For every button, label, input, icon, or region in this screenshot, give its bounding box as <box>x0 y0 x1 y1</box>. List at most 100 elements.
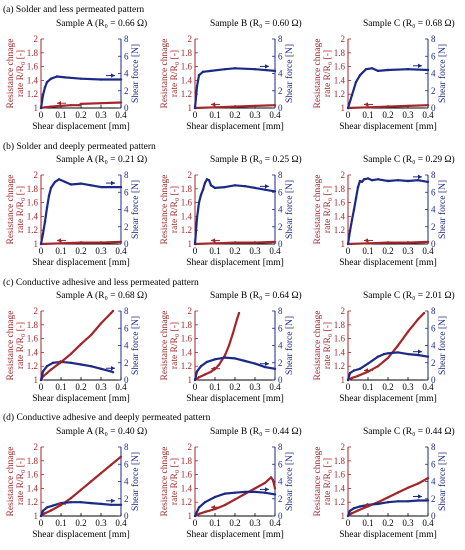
left-axis-arrow-head <box>211 238 215 243</box>
left-tick-label: 1.2 <box>27 361 38 371</box>
right-tick-label: 0 <box>278 375 283 385</box>
resistance-point <box>253 487 257 490</box>
right-tick-label: 4 <box>278 341 283 351</box>
x-axis-label: Shear displacement [mm] <box>339 394 437 404</box>
x-tick-label: 0.1 <box>209 382 220 392</box>
left-axis-arrow-head <box>57 238 61 243</box>
force-point <box>376 69 380 73</box>
resistance-point <box>416 482 420 485</box>
resistance-point <box>69 104 73 107</box>
x-tick-label: 0.3 <box>95 382 107 392</box>
resistance-point <box>197 512 201 516</box>
panel-title: Sample C (R₀ = 2.01 Ω) <box>363 290 455 301</box>
x-tick-label: 0.1 <box>209 110 220 120</box>
left-tick-label: 1.6 <box>334 62 346 72</box>
force-point <box>273 493 277 496</box>
panel-title: Sample C (R₀ = 0.29 Ω) <box>363 154 455 165</box>
resistance-point <box>109 311 113 315</box>
right-tick-label: 0 <box>278 239 283 249</box>
right-tick-label: 2 <box>431 494 436 504</box>
force-point <box>358 367 362 370</box>
force-point <box>243 185 247 188</box>
left-tick-label: 1.2 <box>27 225 38 235</box>
force-point <box>209 184 213 187</box>
resistance-point <box>79 488 83 491</box>
force-point <box>354 80 358 84</box>
x-tick-label: 0.3 <box>402 382 414 392</box>
force-point <box>243 490 247 494</box>
force-point <box>233 184 237 187</box>
right-axis-label: Shear force [N] <box>284 452 295 511</box>
x-tick-label: 0.3 <box>95 518 107 528</box>
left-axis-label-line1: Resistance chnage <box>313 311 323 381</box>
force-point <box>39 514 43 518</box>
right-tick-label: 2 <box>431 222 436 232</box>
force-point <box>348 229 352 233</box>
resistance-point <box>77 104 81 107</box>
force-point <box>273 367 277 370</box>
x-tick-label: 0.4 <box>422 518 434 528</box>
left-axis-label-line1: Resistance chnage <box>6 175 16 245</box>
force-point <box>119 503 123 506</box>
force-point <box>386 68 390 72</box>
right-tick-label: 0 <box>124 511 129 521</box>
right-axis-arrow-head <box>111 180 115 186</box>
force-point <box>89 184 93 187</box>
x-tick-label: 0.4 <box>422 246 434 256</box>
right-tick-label: 0 <box>278 511 283 521</box>
left-tick-label: 1.6 <box>181 470 193 480</box>
resistance-point <box>79 342 83 346</box>
force-point <box>79 501 83 504</box>
chart-panel-2: Sample B (R₀ = 0.60 Ω) 0 0.1 0.2 0.3 0.4 1 1.2 1… <box>160 18 302 132</box>
right-axis-label: Shear force [N] <box>437 452 448 511</box>
resistance-point <box>223 354 227 357</box>
resistance-point <box>273 487 277 490</box>
left-tick-label: 2 <box>34 442 39 452</box>
right-tick-label: 2 <box>278 494 283 504</box>
force-point <box>364 68 368 71</box>
resistance-line <box>194 476 277 517</box>
force-point <box>376 502 380 506</box>
force-point <box>273 190 277 193</box>
resistance-point <box>406 330 410 333</box>
right-tick-label: 0 <box>431 511 436 521</box>
force-point <box>350 93 354 97</box>
left-axis-label-line2: rate R/R₀ [-] <box>170 50 180 97</box>
left-tick-label: 2 <box>341 170 346 180</box>
chart-panel-11: Sample B (R₀ = 0.44 Ω) 0 0.1 0.2 0.3 0.4 1 1.2 1… <box>160 426 302 540</box>
x-tick-label: 0 <box>193 518 198 528</box>
force-point <box>119 78 123 81</box>
resistance-point <box>79 241 83 244</box>
force-point <box>195 216 199 220</box>
resistance-point <box>111 309 115 313</box>
left-axis-arrow-head <box>57 359 61 365</box>
left-axis-label-line2: rate R/R₀ [-] <box>323 458 333 505</box>
force-line <box>193 178 276 245</box>
right-axis-label: Shear force [N] <box>130 180 141 239</box>
right-axis-label: Shear force [N] <box>130 44 141 103</box>
x-tick-label: 0.2 <box>382 382 393 392</box>
right-tick-label: 0 <box>431 375 436 385</box>
force-point <box>253 362 257 365</box>
force-point <box>352 208 356 211</box>
left-tick-label: 1.6 <box>27 198 39 208</box>
x-axis-label: Shear displacement [mm] <box>32 122 130 132</box>
resistance-point <box>99 322 103 325</box>
force-point <box>53 180 57 184</box>
right-tick-label: 4 <box>124 341 129 351</box>
force-point <box>197 74 201 77</box>
force-point <box>213 495 217 499</box>
x-axis-label: Shear displacement [mm] <box>32 530 130 540</box>
resistance-point <box>227 344 231 347</box>
right-axis-label: Shear force [N] <box>437 316 448 375</box>
force-point <box>386 179 390 183</box>
force-point <box>386 352 390 355</box>
resistance-point <box>233 105 237 108</box>
resistance-line <box>194 312 241 381</box>
x-tick-label: 0 <box>39 110 44 120</box>
resistance-line <box>347 477 429 517</box>
right-axis-arrow-head <box>265 487 269 492</box>
x-tick-label: 0.1 <box>362 518 373 528</box>
left-tick-label: 1.8 <box>27 184 39 194</box>
resistance-point <box>119 455 123 458</box>
